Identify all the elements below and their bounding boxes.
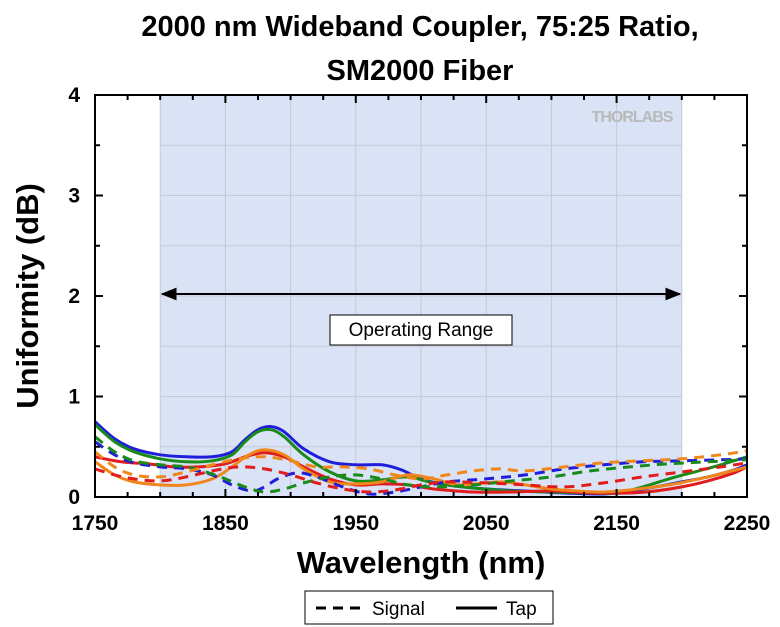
plot-area: THORLABS Operating Range xyxy=(94,94,748,498)
x-axis-title: Wavelength (nm) xyxy=(297,545,546,580)
legend: Signal Tap xyxy=(304,590,554,625)
series-line-signal-4 xyxy=(95,440,747,496)
series-line-tap-2 xyxy=(95,451,747,495)
series-line-signal-7 xyxy=(95,449,747,481)
legend-signal-label: Signal xyxy=(372,599,425,620)
x-tick-label: 2150 xyxy=(593,512,640,535)
legend-tap-label: Tap xyxy=(506,599,537,620)
series-line-tap-3 xyxy=(95,448,747,494)
x-tick-label: 2250 xyxy=(724,512,771,535)
x-tick-label: 1750 xyxy=(72,512,119,535)
series-line-signal-6 xyxy=(95,461,747,494)
chart-title-line-1: 2000 nm Wideband Coupler, 75:25 Ratio, xyxy=(141,11,698,43)
operating-range-label: Operating Range xyxy=(349,320,494,341)
series-line-signal-5 xyxy=(95,435,747,494)
axis-ticks xyxy=(94,94,748,498)
y-tick-label: 3 xyxy=(68,185,80,208)
x-tick-labels: 1750 1850 1950 2050 2150 2250 xyxy=(72,512,771,535)
series-layer xyxy=(95,420,747,496)
y-tick-label: 2 xyxy=(68,285,80,308)
x-tick-label: 1950 xyxy=(332,512,379,535)
chart-title-line-2: SM2000 Fiber xyxy=(327,55,514,87)
x-tick-label: 1850 xyxy=(202,512,249,535)
thorlabs-watermark: THORLABS xyxy=(592,109,674,126)
y-tick-labels: 0 1 2 3 4 xyxy=(68,84,80,509)
y-axis-title: Uniformity (dB) xyxy=(10,183,45,409)
operating-range-label-box xyxy=(329,314,513,346)
y-tick-label: 1 xyxy=(68,386,80,409)
y-tick-label: 0 xyxy=(68,486,80,509)
y-tick-label: 4 xyxy=(68,84,80,107)
x-tick-label: 2050 xyxy=(463,512,510,535)
legend-box xyxy=(304,590,554,625)
